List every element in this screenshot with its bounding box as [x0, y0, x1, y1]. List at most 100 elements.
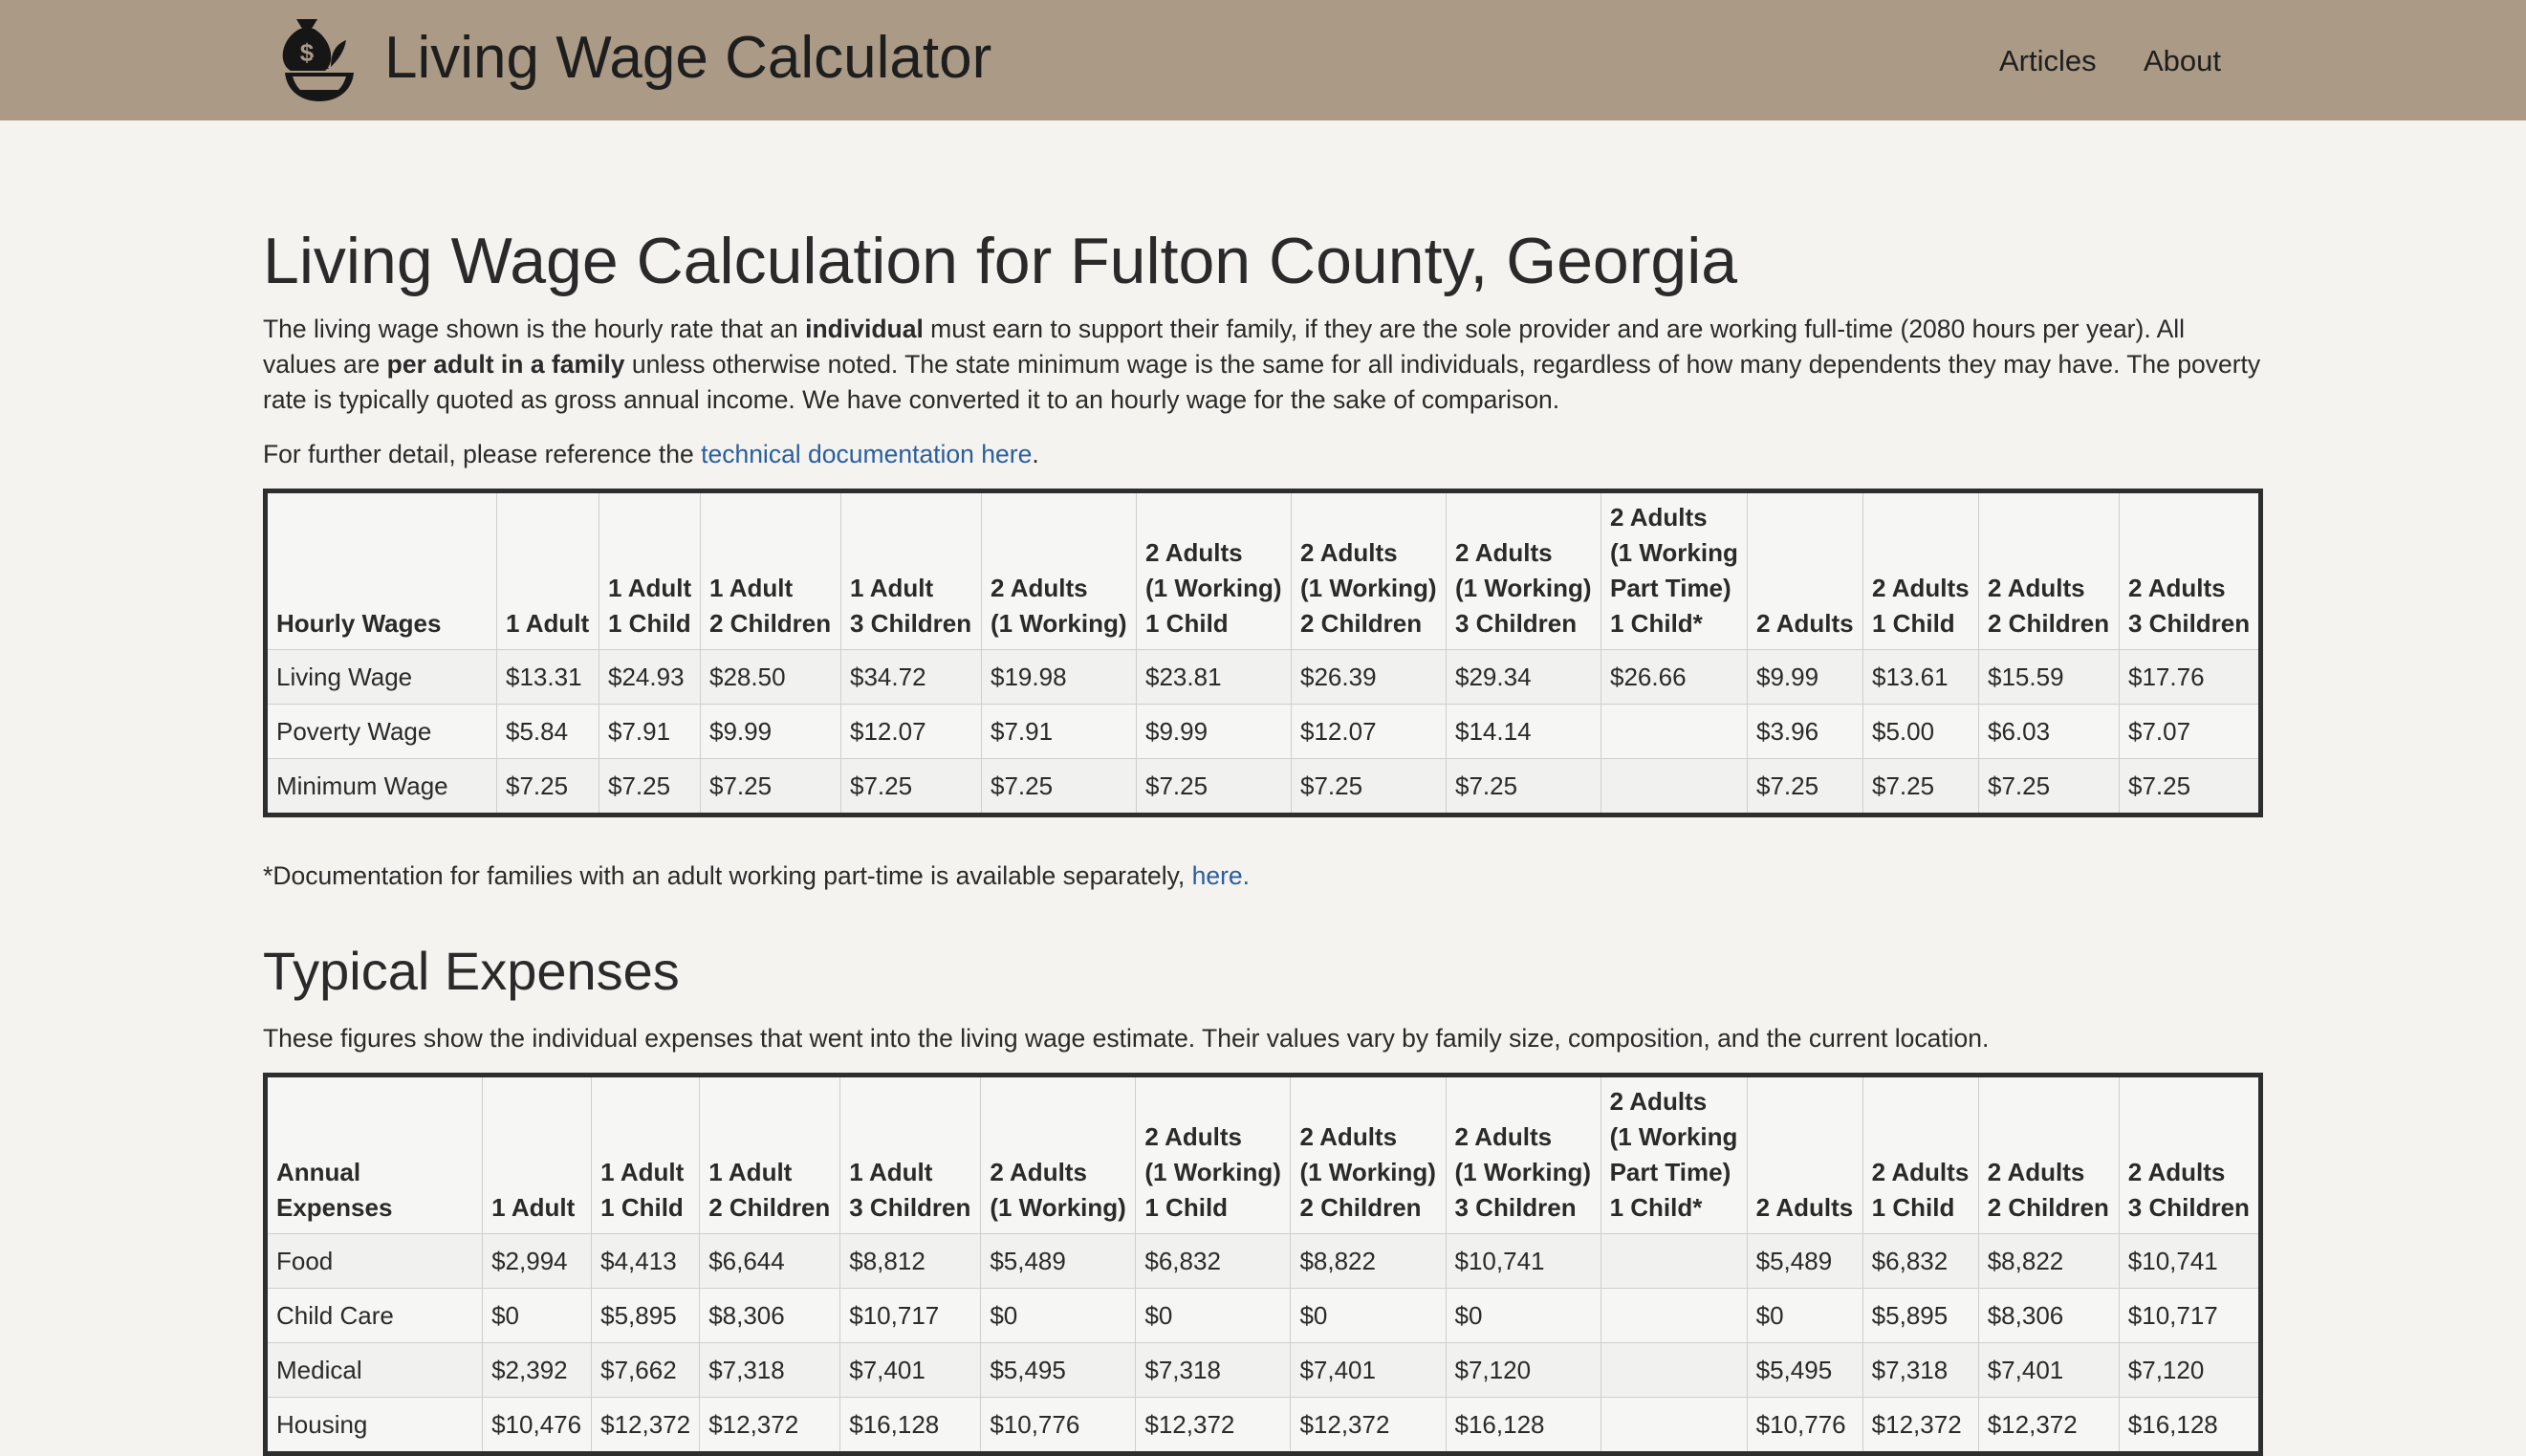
table-cell: $6.03 [1978, 704, 2120, 759]
table-cell: $7,318 [1862, 1342, 1979, 1398]
table-cell: $16,128 [2118, 1397, 2262, 1454]
table-cell: $7,401 [1977, 1342, 2120, 1398]
table-cell: $15.59 [1978, 649, 2120, 705]
hourly-column-header: 2 Adults (1 Working) [981, 490, 1137, 650]
expenses-column-header: 2 Adults (1 Working) 1 Child [1135, 1075, 1292, 1234]
table-cell: $0 [1290, 1288, 1447, 1343]
table-cell: $5.00 [1862, 704, 1979, 759]
table-cell [1600, 1288, 1748, 1343]
table-cell: $0 [1445, 1288, 1601, 1343]
table-cell: $17.76 [2119, 649, 2261, 705]
row-label: Living Wage [265, 649, 497, 705]
table-cell: $7.25 [2119, 758, 2261, 815]
table-cell: $10,717 [2118, 1288, 2262, 1343]
table-cell: $7.25 [599, 758, 701, 815]
table-cell: $7,120 [1445, 1342, 1601, 1398]
table-cell: $8,812 [839, 1233, 982, 1289]
table-cell: $29.34 [1446, 649, 1601, 705]
hourly-column-header: 2 Adults (1 Working Part Time) 1 Child* [1601, 490, 1748, 650]
table-cell: $5,489 [980, 1233, 1137, 1289]
table-cell: $12,372 [1135, 1397, 1292, 1454]
hourly-column-header: 1 Adult 1 Child [599, 490, 701, 650]
row-label: Child Care [264, 1288, 484, 1343]
table-cell: $5,495 [1746, 1342, 1863, 1398]
table-cell: $10,476 [482, 1397, 593, 1454]
expenses-column-header: 2 Adults (1 Working) [980, 1075, 1137, 1234]
table-cell: $7.91 [599, 704, 701, 759]
table-cell [1600, 1397, 1748, 1454]
expenses-column-header: 2 Adults [1746, 1075, 1863, 1234]
expenses-column-header: 1 Adult 3 Children [839, 1075, 982, 1234]
table-cell: $5,495 [980, 1342, 1137, 1398]
table-cell: $13.61 [1862, 649, 1979, 705]
expenses-column-header: 1 Adult [482, 1075, 593, 1234]
typical-expenses-title: Typical Expenses [263, 941, 680, 1001]
table-cell: $12,372 [699, 1397, 841, 1454]
table-cell: $12,372 [1862, 1397, 1979, 1454]
table-cell: $9.99 [700, 704, 841, 759]
table-cell: $2,994 [482, 1233, 593, 1289]
table-cell [1600, 1342, 1748, 1398]
hourly-wages-table: Hourly Wages 1 Adult 1 Adult 1 Child 1 Adult… [263, 489, 2263, 817]
table-cell: $8,822 [1290, 1233, 1447, 1289]
site-header: $ Living Wage Calculator Articles About [0, 0, 2526, 120]
expenses-column-header: 2 Adults 1 Child [1862, 1075, 1979, 1234]
table-cell: $19.98 [981, 649, 1137, 705]
table-cell: $6,644 [699, 1233, 841, 1289]
table-cell: $3.96 [1747, 704, 1863, 759]
table-cell: $16,128 [1445, 1397, 1601, 1454]
table-cell: $26.66 [1601, 649, 1748, 705]
table-cell: $7,120 [2118, 1342, 2262, 1398]
table-cell: $7,318 [1135, 1342, 1292, 1398]
detail-paragraph: For further detail, please reference the… [263, 440, 1039, 468]
table-cell: $7.25 [496, 758, 599, 815]
annual-expenses-table: Annual Expenses 1 Adult 1 Adult 1 Child 1 Adu… [263, 1073, 2263, 1456]
table-cell: $16,128 [839, 1397, 982, 1454]
table-cell: $7,401 [839, 1342, 982, 1398]
table-cell: $8,822 [1977, 1233, 2120, 1289]
table-row: Poverty Wage $5.84 $7.91 $9.99 $12.07 $7.91 $9… [265, 704, 2261, 759]
money-bag-bowl-icon[interactable]: $ [275, 13, 356, 105]
hourly-column-header: 2 Adults [1747, 490, 1863, 650]
technical-documentation-link[interactable]: technical documentation here [701, 440, 1033, 468]
row-label: Medical [264, 1342, 484, 1398]
table-cell: $28.50 [700, 649, 841, 705]
table-cell [1601, 704, 1748, 759]
table-cell: $23.81 [1136, 649, 1292, 705]
expenses-column-header: 2 Adults 3 Children [2118, 1075, 2262, 1234]
row-label: Food [264, 1233, 484, 1289]
hourly-column-header: 1 Adult 2 Children [700, 490, 841, 650]
table-cell: $10,741 [1445, 1233, 1601, 1289]
table-cell: $2,392 [482, 1342, 593, 1398]
hourly-column-header: 2 Adults 2 Children [1978, 490, 2120, 650]
table-row: Living Wage $13.31 $24.93 $28.50 $34.72 $19.9… [265, 649, 2261, 705]
expenses-column-header: 1 Adult 2 Children [699, 1075, 841, 1234]
table-cell: $5,489 [1746, 1233, 1863, 1289]
expenses-header-label: Annual Expenses [264, 1075, 484, 1234]
table-cell: $7,318 [699, 1342, 841, 1398]
nav-articles[interactable]: Articles [1999, 44, 2097, 77]
typical-expenses-description: These figures show the individual expens… [263, 1024, 1990, 1053]
svg-text:$: $ [300, 38, 315, 67]
hourly-column-header: 2 Adults (1 Working) 3 Children [1446, 490, 1601, 650]
table-cell: $10,717 [839, 1288, 982, 1343]
row-label: Housing [264, 1397, 484, 1454]
table-cell: $26.39 [1291, 649, 1447, 705]
hourly-column-header: 2 Adults (1 Working) 2 Children [1291, 490, 1447, 650]
table-cell: $14.14 [1446, 704, 1601, 759]
table-cell: $10,741 [2118, 1233, 2262, 1289]
table-cell: $12.07 [1291, 704, 1447, 759]
table-cell: $7.07 [2119, 704, 2261, 759]
table-cell: $5,895 [591, 1288, 701, 1343]
table-cell: $7.25 [1978, 758, 2120, 815]
table-cell: $13.31 [496, 649, 599, 705]
site-title[interactable]: Living Wage Calculator [384, 25, 992, 91]
expenses-column-header: 2 Adults (1 Working) 3 Children [1445, 1075, 1601, 1234]
table-cell: $9.99 [1136, 704, 1292, 759]
hourly-column-header: 2 Adults 3 Children [2119, 490, 2261, 650]
table-cell: $34.72 [840, 649, 982, 705]
table-cell: $5.84 [496, 704, 599, 759]
part-time-documentation-link[interactable]: here. [1191, 861, 1251, 890]
nav-about[interactable]: About [2144, 44, 2222, 77]
table-cell: $7,401 [1290, 1342, 1447, 1398]
